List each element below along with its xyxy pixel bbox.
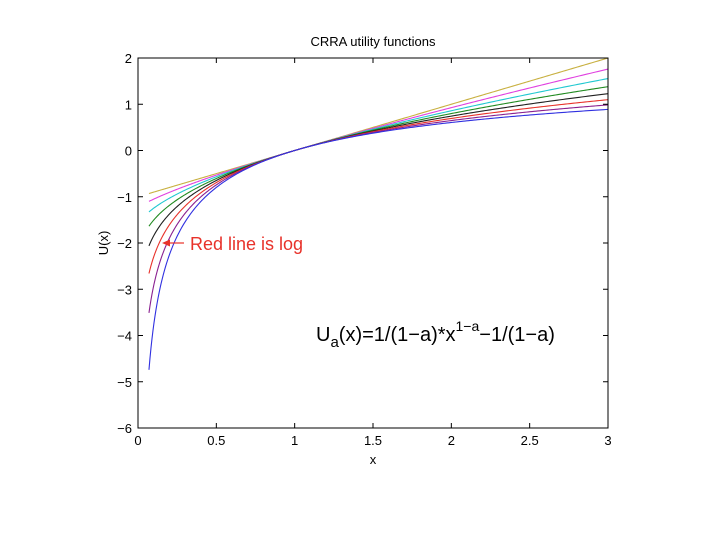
y-tick-label: −1 [117, 190, 132, 205]
x-axis-label: x [370, 452, 377, 467]
formula-u: U [316, 324, 330, 346]
y-tick-label: −2 [117, 236, 132, 251]
annotation-text: Red line is log [190, 234, 303, 254]
x-tick-label: 0 [134, 433, 141, 448]
y-tick-label: −3 [117, 282, 132, 297]
x-tick-label: 2.5 [521, 433, 539, 448]
y-axis-label: U(x) [96, 231, 111, 256]
y-tick-label: −6 [117, 421, 132, 436]
chart-title: CRRA utility functions [311, 34, 436, 49]
formula: Ua(x)=1/(1−a)*x1−a−1/(1−a) [316, 318, 555, 351]
y-tick-label: 1 [125, 97, 132, 112]
x-tick-label: 1 [291, 433, 298, 448]
x-tick-label: 0.5 [207, 433, 225, 448]
y-tick-label: −5 [117, 375, 132, 390]
y-tick-label: −4 [117, 329, 132, 344]
axis-ticks: 0 0.5 1 1.5 2 2.5 3 −6 −5 −4 −3 −2 −1 0 1 2 [117, 51, 611, 448]
formula-tail: −1/(1−a) [479, 324, 555, 346]
series-lines [148, 57, 609, 370]
formula-body: (x)=1/(1−a)*x [339, 324, 456, 346]
x-tick-label: 3 [604, 433, 611, 448]
series-line-7 [148, 108, 609, 370]
x-tick-label: 2 [448, 433, 455, 448]
annotation-arrowhead [162, 239, 170, 247]
formula-subscript: a [330, 334, 339, 351]
log-annotation: Red line is log [162, 234, 303, 254]
plot-area [138, 58, 608, 428]
y-tick-label: 0 [125, 144, 132, 159]
formula-superscript: 1−a [456, 318, 480, 334]
y-tick-label: 2 [125, 51, 132, 66]
x-tick-label: 1.5 [364, 433, 382, 448]
